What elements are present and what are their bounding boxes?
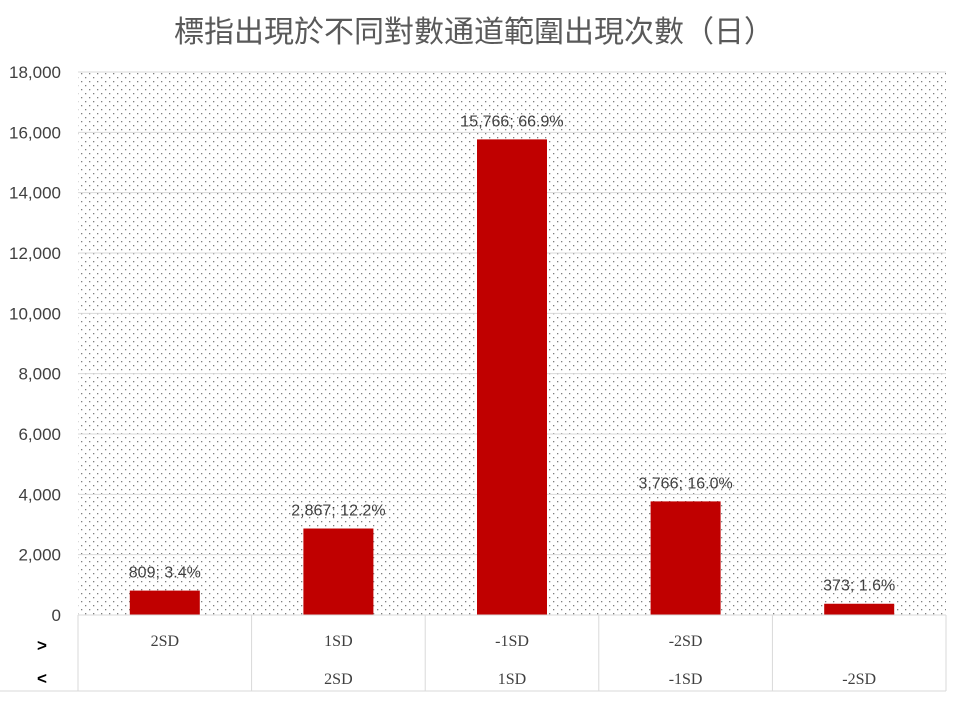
category-lower-label: -1SD	[669, 671, 703, 688]
bar	[303, 528, 374, 615]
category-upper-label: 1SD	[324, 633, 352, 650]
row-header-greater: >	[37, 636, 47, 655]
data-label: 15,766; 66.9%	[460, 113, 563, 130]
y-tick-label: 0	[52, 606, 61, 625]
bar	[650, 501, 721, 615]
category-upper-label: -2SD	[669, 633, 703, 650]
y-tick-label: 12,000	[9, 244, 61, 263]
category-lower-label: 1SD	[498, 671, 526, 688]
data-label: 809; 3.4%	[129, 565, 201, 582]
category-upper-label: -1SD	[495, 633, 529, 650]
category-lower-label: -2SD	[842, 671, 876, 688]
y-tick-label: 4,000	[18, 485, 61, 504]
y-tick-label: 18,000	[9, 63, 61, 82]
category-table: > <2SD 1SD -1SD -2SD 2SD 1SD -1SD -2SD	[0, 614, 947, 692]
y-tick-label: 14,000	[9, 184, 61, 203]
y-tick-label: 8,000	[18, 365, 61, 384]
data-label: 373; 1.6%	[823, 578, 895, 595]
bar	[129, 590, 200, 615]
bars	[129, 139, 895, 615]
chart-title: 標指出現於不同對數通道範圍出現次數（日）	[174, 15, 774, 50]
bar	[477, 139, 547, 615]
data-label: 2,867; 12.2%	[291, 503, 385, 520]
y-tick-label: 10,000	[9, 304, 61, 323]
data-label: 3,766; 16.0%	[638, 475, 732, 492]
y-tick-label: 2,000	[18, 546, 61, 565]
category-lower-label: 2SD	[324, 671, 352, 688]
y-axis: 0 2,000 4,000 6,000 8,000 10,000 12,000 14,000 1…	[9, 63, 61, 625]
bar	[824, 603, 895, 615]
y-tick-label: 16,000	[9, 123, 61, 142]
row-header-less: <	[37, 669, 47, 688]
y-tick-label: 6,000	[18, 425, 61, 444]
data-labels: 809; 3.4% 2,867; 12.2% 15,766; 66.9% 3,766;…	[129, 113, 895, 594]
category-upper-label: 2SD	[151, 633, 179, 650]
